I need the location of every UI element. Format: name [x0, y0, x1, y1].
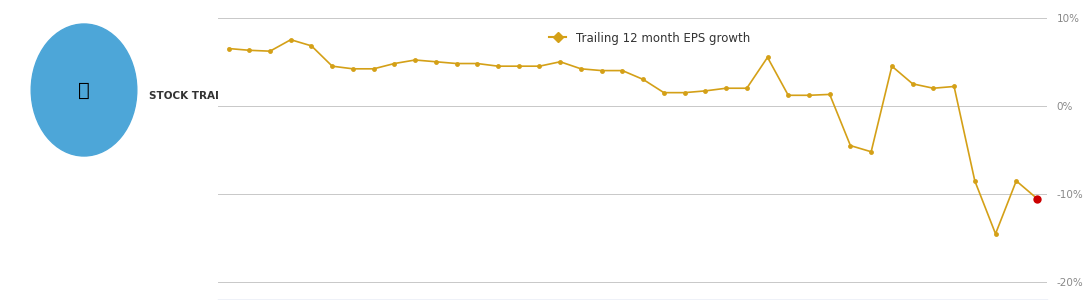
Legend: Trailing 12 month EPS growth: Trailing 12 month EPS growth: [544, 27, 755, 49]
Circle shape: [32, 24, 136, 156]
Text: STOCK TRADERS DAILY: STOCK TRADERS DAILY: [148, 91, 283, 101]
Text: 🏦: 🏦: [79, 80, 89, 100]
